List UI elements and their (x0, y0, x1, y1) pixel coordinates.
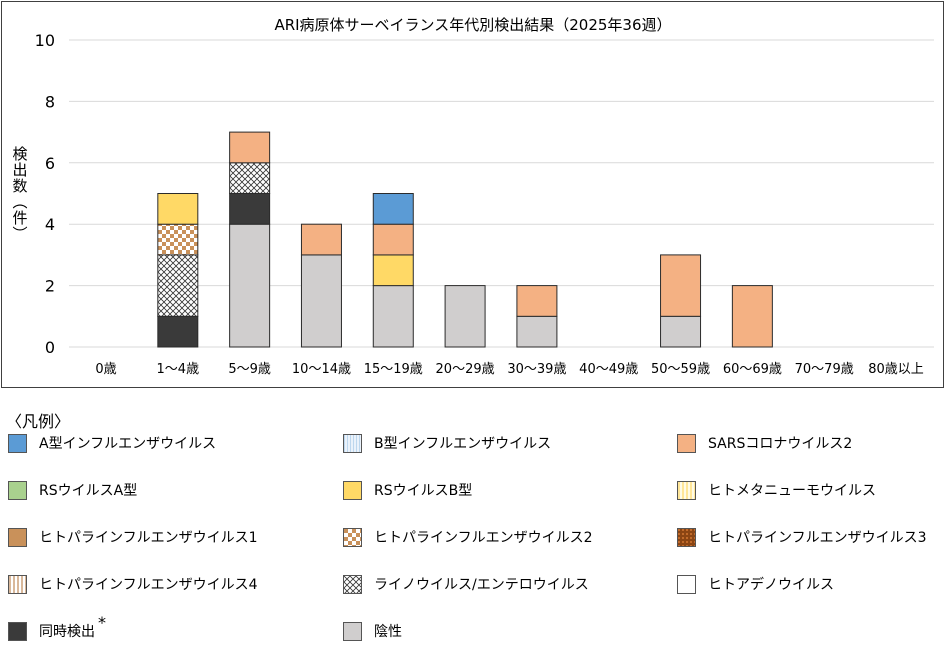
x-tick-label: 80歳以上 (868, 362, 924, 377)
legend-heading: 〈凡例〉 (6, 412, 71, 431)
bars (157, 131, 773, 348)
legend-swatch (677, 574, 696, 594)
y-axis-label-char: ︶ (12, 225, 27, 243)
legend-label: ライノウイルス/エンテロウイルス (374, 577, 589, 593)
x-tick-label: 15～19歳 (364, 362, 423, 377)
x-tick-label: 50～59歳 (651, 362, 710, 377)
legend-item-flub: B型インフルエンザウイルス (343, 431, 551, 455)
legend-item-adeno: ヒトアデノウイルス (677, 572, 834, 596)
legend-item-negative: 陰性 (343, 619, 402, 643)
x-tick-label: 20～29歳 (436, 362, 495, 377)
legend-item-hpiv3: ヒトパラインフルエンザウイルス3 (677, 525, 927, 549)
bar-segment-negative (444, 285, 486, 348)
y-axis-label-char: ︵ (12, 193, 27, 211)
legend-swatch (343, 574, 362, 594)
legend-label: ヒトパラインフルエンザウイルス3 (708, 530, 927, 546)
y-tick-label: 0 (45, 338, 55, 357)
legend-label: RSウイルスA型 (39, 483, 138, 499)
bar-segment-sars2 (731, 285, 773, 348)
x-tick-label: 60～69歳 (723, 362, 782, 377)
legend-label: ヒトパラインフルエンザウイルス2 (374, 530, 593, 546)
bar-segment-negative (300, 254, 342, 348)
bar-segment-rhino (157, 254, 199, 317)
y-axis-label: 検出数︵件︶ (12, 145, 27, 243)
y-tick-label: 2 (45, 277, 55, 296)
x-tick-labels: 0歳 1～4歳 5～9歳 10～14歳 15～19歳 20～29歳 30～39歳 40～49歳… (95, 362, 923, 377)
x-tick-label: 1～4歳 (157, 362, 200, 377)
gridlines (69, 39, 934, 348)
legend-item-hpiv2: ヒトパラインフルエンザウイルス2 (343, 525, 593, 549)
bar-segment-sars2 (372, 223, 414, 256)
legend-item-hpiv1: ヒトパラインフルエンザウイルス1 (8, 525, 258, 549)
y-tick-label: 10 (35, 31, 55, 50)
bar-segment-hpiv2 (157, 223, 199, 256)
legend-item-hpiv4: ヒトパラインフルエンザウイルス4 (8, 572, 258, 596)
bar-segment-rsvb (372, 254, 414, 287)
bar-segment-rhino (229, 162, 271, 195)
x-tick-label: 70～79歳 (795, 362, 854, 377)
bar-segment-sars2 (229, 131, 271, 164)
legend-swatch (343, 527, 362, 547)
y-axis-label-char: 件 (12, 209, 27, 227)
x-tick-label: 0歳 (95, 362, 116, 377)
bar-segment-negative (229, 223, 271, 348)
bar-segment-negative (516, 315, 558, 348)
y-tick-label: 4 (45, 215, 55, 234)
bar-segment-rsvb (157, 193, 199, 225)
bar-segment-sars2 (516, 285, 558, 317)
legend-label: 陰性 (374, 624, 402, 640)
footnote-asterisk: * (98, 612, 106, 632)
bar-segment-sars2 (300, 223, 342, 256)
legend-item-rsvb: RSウイルスB型 (343, 478, 472, 502)
legend-label: ヒトパラインフルエンザウイルス4 (39, 577, 258, 593)
legend-swatch (343, 621, 362, 641)
legend-item-rhino: ライノウイルス/エンテロウイルス (343, 572, 589, 596)
chart-title: ARI病原体サーベイランス年代別検出結果（2025年36週） (274, 16, 671, 34)
legend-swatch (343, 433, 362, 453)
legend-label: A型インフルエンザウイルス (39, 436, 217, 452)
legend-label: 同時検出 (39, 624, 95, 640)
legend-swatch (677, 433, 696, 453)
bar-segment-sars2 (660, 254, 702, 317)
bar-segment-flua (372, 193, 414, 225)
legend-label: ヒトアデノウイルス (708, 577, 834, 593)
legend-label: B型インフルエンザウイルス (374, 436, 552, 452)
legend-swatch (677, 480, 696, 500)
x-tick-label: 5～9歳 (228, 362, 271, 377)
y-tick-labels: 0 2 4 6 8 10 (35, 31, 55, 357)
legend-label: RSウイルスB型 (374, 483, 473, 499)
legend-item-flua: A型インフルエンザウイルス (8, 431, 216, 455)
bar-segment-negative (660, 315, 702, 348)
legend-swatch (8, 574, 27, 594)
x-tick-label: 40～49歳 (579, 362, 638, 377)
legend-swatch (8, 621, 27, 641)
bar-segment-coinfection (229, 193, 271, 225)
bar-segment-coinfection (157, 315, 199, 348)
legend-label: ヒトパラインフルエンザウイルス1 (39, 530, 258, 546)
legend-label: ヒトメタニューモウイルス (708, 483, 876, 499)
y-tick-label: 6 (45, 154, 55, 173)
y-axis-label-char: 数 (12, 177, 27, 195)
legend-item-coinfection: 同時検出 * (8, 613, 106, 643)
legend-label: SARSコロナウイルス2 (708, 436, 853, 452)
bar-segment-negative (372, 285, 414, 348)
legend-swatch (8, 433, 27, 453)
legend-swatch (8, 480, 27, 500)
legend-item-hmpv: ヒトメタニューモウイルス (677, 478, 876, 502)
legend-item-sars2: SARSコロナウイルス2 (677, 431, 852, 455)
y-axis-label-char: 出 (12, 161, 27, 179)
x-tick-label: 30～39歳 (507, 362, 566, 377)
legend-swatch (677, 527, 696, 547)
legend-swatch (343, 480, 362, 500)
y-axis-label-char: 検 (12, 145, 27, 163)
legend-swatch (8, 527, 27, 547)
chart-svg: 0 2 4 6 8 10 0歳 1～4歳 5～9歳 10～14歳 15～19歳 20～29歳 30～3… (12, 16, 934, 377)
legend-item-rsva: RSウイルスA型 (8, 478, 137, 502)
y-tick-label: 8 (45, 92, 55, 111)
chart-frame: 0 2 4 6 8 10 0歳 1～4歳 5～9歳 10～14歳 15～19歳 20～29歳 30～3… (1, 1, 944, 388)
x-tick-label: 10～14歳 (292, 362, 351, 377)
